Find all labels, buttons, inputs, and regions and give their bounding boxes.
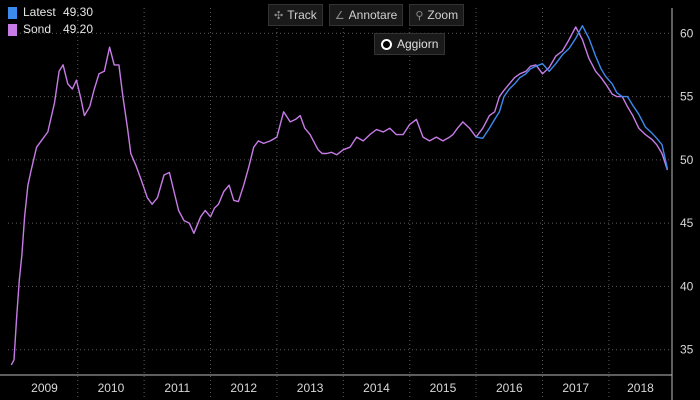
legend-value: 49.30 (63, 5, 94, 19)
annotate-label: Annotare (348, 8, 398, 22)
chart-toolbar: ✣ Track ∠ Annotare ⚲ Zoom (268, 4, 465, 26)
y-tick-label: 45 (680, 216, 694, 230)
y-tick-label: 55 (680, 90, 694, 104)
magnifier-icon: ⚲ (415, 9, 424, 22)
x-tick-label: 2009 (31, 381, 58, 395)
y-tick-label: 40 (680, 279, 694, 293)
crosshair-icon: ✣ (274, 9, 284, 22)
x-tick-label: 2017 (562, 381, 589, 395)
zoom-label: Zoom (427, 8, 459, 22)
x-axis-ticks: 2009 2010 2011 2012 2013 2014 2015 2016 2017 2018 (31, 381, 654, 395)
x-tick-label: 2010 (98, 381, 125, 395)
annotate-button[interactable]: ∠ Annotare (328, 4, 404, 26)
grid (0, 8, 673, 400)
series-line-sond (10, 26, 669, 366)
x-tick-label: 2014 (363, 381, 390, 395)
track-label: Track (287, 8, 317, 22)
legend-swatch-latest (8, 6, 17, 19)
refresh-button[interactable]: Aggiorn (374, 33, 446, 55)
x-tick-label: 2016 (496, 381, 523, 395)
legend-value: 49.20 (63, 22, 94, 36)
x-tick-label: 2011 (164, 381, 190, 395)
refresh-icon (381, 38, 392, 50)
x-tick-label: 2015 (430, 381, 457, 395)
pencil-icon: ∠ (334, 9, 345, 22)
series-line-latest (475, 25, 669, 169)
legend-entry-latest[interactable]: Latest 49.30 (8, 4, 93, 21)
x-tick-label: 2018 (627, 381, 654, 395)
x-tick-label: 2012 (230, 381, 257, 395)
refresh-label: Aggiorn (397, 37, 439, 51)
legend-label: Sond (23, 22, 52, 36)
x-tick-label: 2013 (297, 381, 324, 395)
y-tick-label: 50 (680, 153, 694, 167)
legend-entry-sond[interactable]: Sond 49.20 (8, 21, 93, 38)
legend: Latest 49.30 Sond 49.20 (8, 4, 93, 38)
track-button[interactable]: ✣ Track (268, 4, 323, 26)
y-tick-label: 60 (680, 26, 694, 40)
zoom-button[interactable]: ⚲ Zoom (409, 4, 465, 26)
y-axis-ticks: 35 40 45 50 55 60 (680, 26, 694, 356)
legend-label: Latest (23, 5, 56, 19)
y-tick-label: 35 (680, 343, 694, 357)
series-lines (10, 25, 669, 366)
legend-swatch-sond (8, 23, 17, 36)
